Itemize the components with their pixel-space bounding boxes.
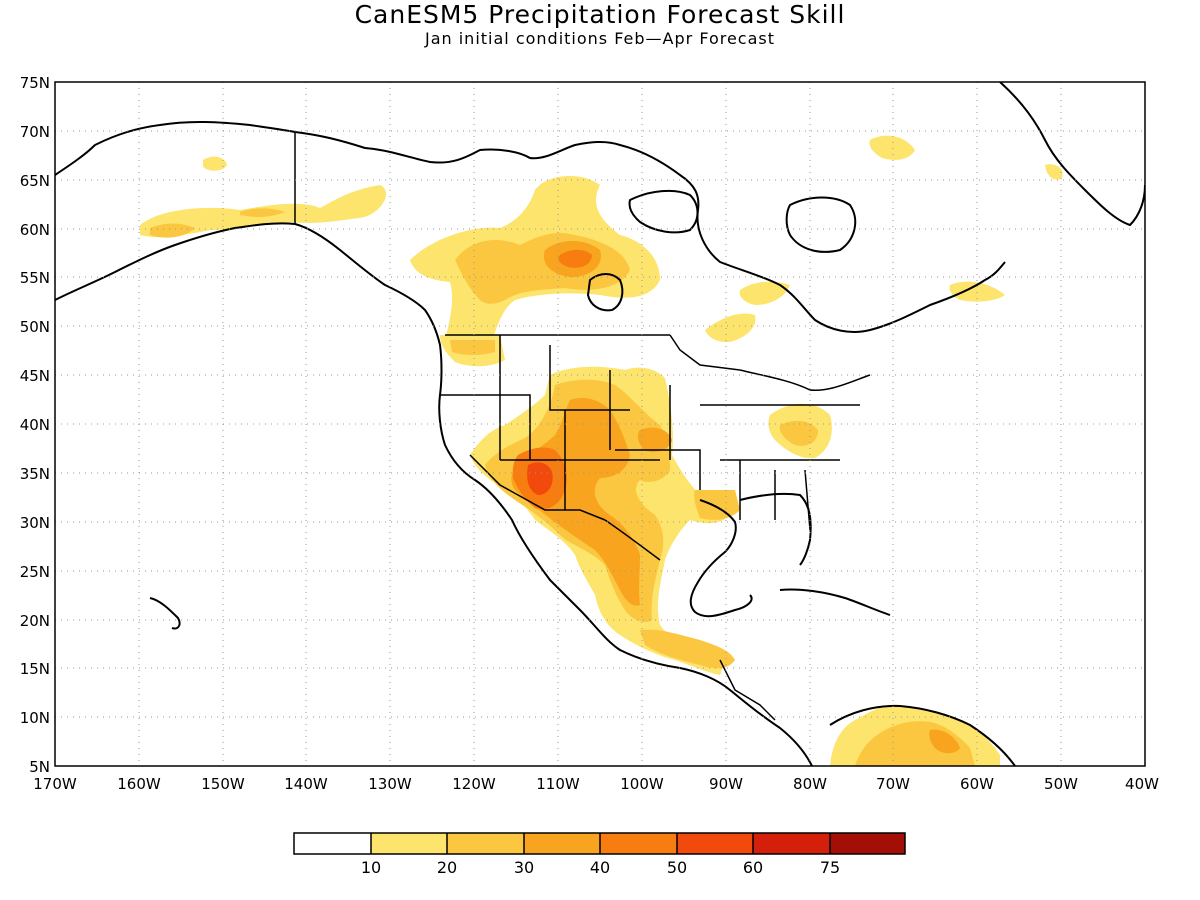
colorbar-swatch bbox=[600, 833, 677, 854]
map-area bbox=[55, 82, 1145, 766]
page-subtitle: Jan initial conditions Feb—Apr Forecast bbox=[424, 29, 776, 48]
skill-region-ontario bbox=[705, 313, 756, 343]
page-title: CanESM5 Precipitation Forecast Skill bbox=[354, 0, 846, 29]
skill-region-labrador bbox=[739, 281, 790, 305]
lat-tick-label: 5N bbox=[29, 758, 50, 776]
lat-tick-label: 10N bbox=[20, 709, 50, 727]
skill-region-central-america bbox=[640, 629, 735, 669]
colorbar-label: 50 bbox=[667, 858, 687, 877]
skill-region-greenland bbox=[1045, 164, 1063, 180]
colorbar-swatch bbox=[447, 833, 524, 854]
longitude-axis: 170W 160W 150W 140W 130W 120W 110W 100W … bbox=[33, 775, 1159, 793]
lon-tick-label: 110W bbox=[536, 775, 580, 793]
colorbar-label: 30 bbox=[514, 858, 534, 877]
colorbar-label: 40 bbox=[590, 858, 610, 877]
lon-tick-label: 130W bbox=[368, 775, 412, 793]
colorbar-label: 75 bbox=[820, 858, 840, 877]
lon-tick-label: 80W bbox=[793, 775, 827, 793]
lat-tick-label: 40N bbox=[20, 416, 50, 434]
lat-tick-label: 65N bbox=[20, 172, 50, 190]
skill-region-alaska-2 bbox=[150, 208, 285, 238]
skill-region-pnw-2 bbox=[450, 340, 495, 355]
skill-region-newfoundland bbox=[949, 281, 1005, 302]
lon-tick-label: 140W bbox=[284, 775, 328, 793]
latitude-axis: 75N 70N 65N 60N 55N 50N 45N 40N 35N 30N … bbox=[20, 74, 50, 776]
lat-tick-label: 55N bbox=[20, 269, 50, 287]
colorbar-swatch bbox=[371, 833, 447, 854]
lon-tick-label: 100W bbox=[620, 775, 664, 793]
colorbar-swatch bbox=[524, 833, 600, 854]
graticule bbox=[55, 82, 1145, 766]
lat-tick-label: 50N bbox=[20, 318, 50, 336]
lat-tick-label: 35N bbox=[20, 465, 50, 483]
lat-tick-label: 75N bbox=[20, 74, 50, 92]
lat-tick-label: 30N bbox=[20, 514, 50, 532]
lon-tick-label: 90W bbox=[709, 775, 743, 793]
lon-tick-label: 120W bbox=[452, 775, 496, 793]
skill-region-south-america-3 bbox=[929, 729, 960, 754]
skill-shading bbox=[140, 135, 1063, 766]
colorbar-label: 60 bbox=[743, 858, 763, 877]
lat-tick-label: 70N bbox=[20, 123, 50, 141]
skill-region-kansas bbox=[637, 427, 672, 452]
skill-region-baffin bbox=[869, 135, 915, 160]
map-frame bbox=[54, 81, 1146, 767]
lon-tick-label: 40W bbox=[1125, 775, 1159, 793]
lon-tick-label: 170W bbox=[33, 775, 77, 793]
lat-tick-label: 20N bbox=[20, 612, 50, 630]
lon-tick-label: 160W bbox=[117, 775, 161, 793]
colorbar-swatch bbox=[677, 833, 753, 854]
skill-region-canada-west-4 bbox=[558, 249, 592, 268]
colorbar-swatch bbox=[830, 833, 905, 854]
colorbar-swatch bbox=[294, 833, 371, 854]
coastlines bbox=[55, 82, 1145, 766]
skill-region-gulf bbox=[694, 490, 740, 520]
colorbar-swatch bbox=[753, 833, 830, 854]
lat-tick-label: 45N bbox=[20, 367, 50, 385]
lon-tick-label: 50W bbox=[1044, 775, 1078, 793]
skill-region-appalachia-2 bbox=[779, 420, 818, 446]
skill-region-alaska-3 bbox=[203, 156, 227, 171]
lat-tick-label: 15N bbox=[20, 660, 50, 678]
colorbar-label: 20 bbox=[437, 858, 457, 877]
lon-tick-label: 70W bbox=[876, 775, 910, 793]
colorbar: 10 20 30 40 50 60 75 bbox=[293, 832, 906, 877]
lon-tick-label: 60W bbox=[960, 775, 994, 793]
lat-tick-label: 60N bbox=[20, 221, 50, 239]
skill-region-southwest-2 bbox=[527, 462, 553, 495]
lon-tick-label: 150W bbox=[201, 775, 245, 793]
lat-tick-label: 25N bbox=[20, 563, 50, 581]
colorbar-label: 10 bbox=[361, 858, 381, 877]
